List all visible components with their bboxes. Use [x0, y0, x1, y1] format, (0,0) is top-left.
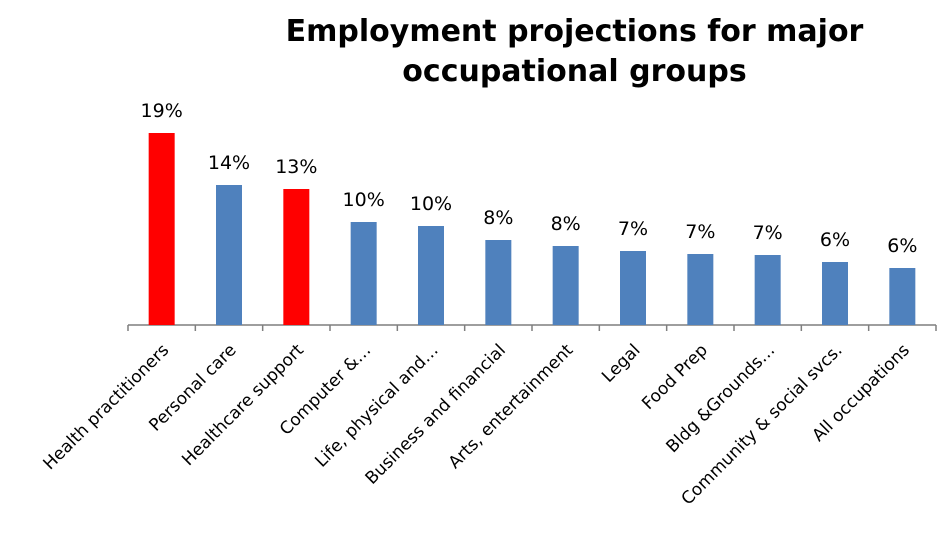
data-label: 7% [618, 218, 648, 240]
data-label: 10% [343, 189, 385, 211]
bar [216, 185, 242, 325]
bar [148, 133, 175, 325]
data-label: 19% [141, 100, 183, 122]
bar [283, 189, 310, 325]
bar [485, 240, 512, 325]
chart-title: Employment projections for major occupat… [285, 14, 864, 89]
data-label: 6% [887, 235, 917, 257]
data-label: 7% [685, 221, 715, 243]
data-label: 13% [275, 156, 317, 178]
category-label: Legal [598, 340, 644, 386]
category-label: Arts, entertainment [445, 340, 578, 473]
bar [552, 246, 579, 325]
data-label: 7% [753, 222, 783, 244]
category-label: Healthcare support [178, 340, 308, 470]
data-label: 10% [410, 193, 452, 215]
bar [889, 268, 916, 325]
bar [350, 222, 377, 325]
category-label: Health practitioners [40, 340, 174, 474]
bar [620, 251, 646, 325]
bar [687, 254, 714, 325]
bar [754, 255, 781, 325]
bar [418, 226, 444, 325]
category-label: Life, physical and… [311, 340, 442, 471]
data-label: 8% [483, 207, 513, 229]
data-label: 8% [551, 213, 581, 235]
bar [822, 262, 848, 325]
category-label: Food Prep [638, 340, 712, 414]
data-label: 14% [208, 152, 250, 174]
data-label: 6% [820, 229, 850, 251]
